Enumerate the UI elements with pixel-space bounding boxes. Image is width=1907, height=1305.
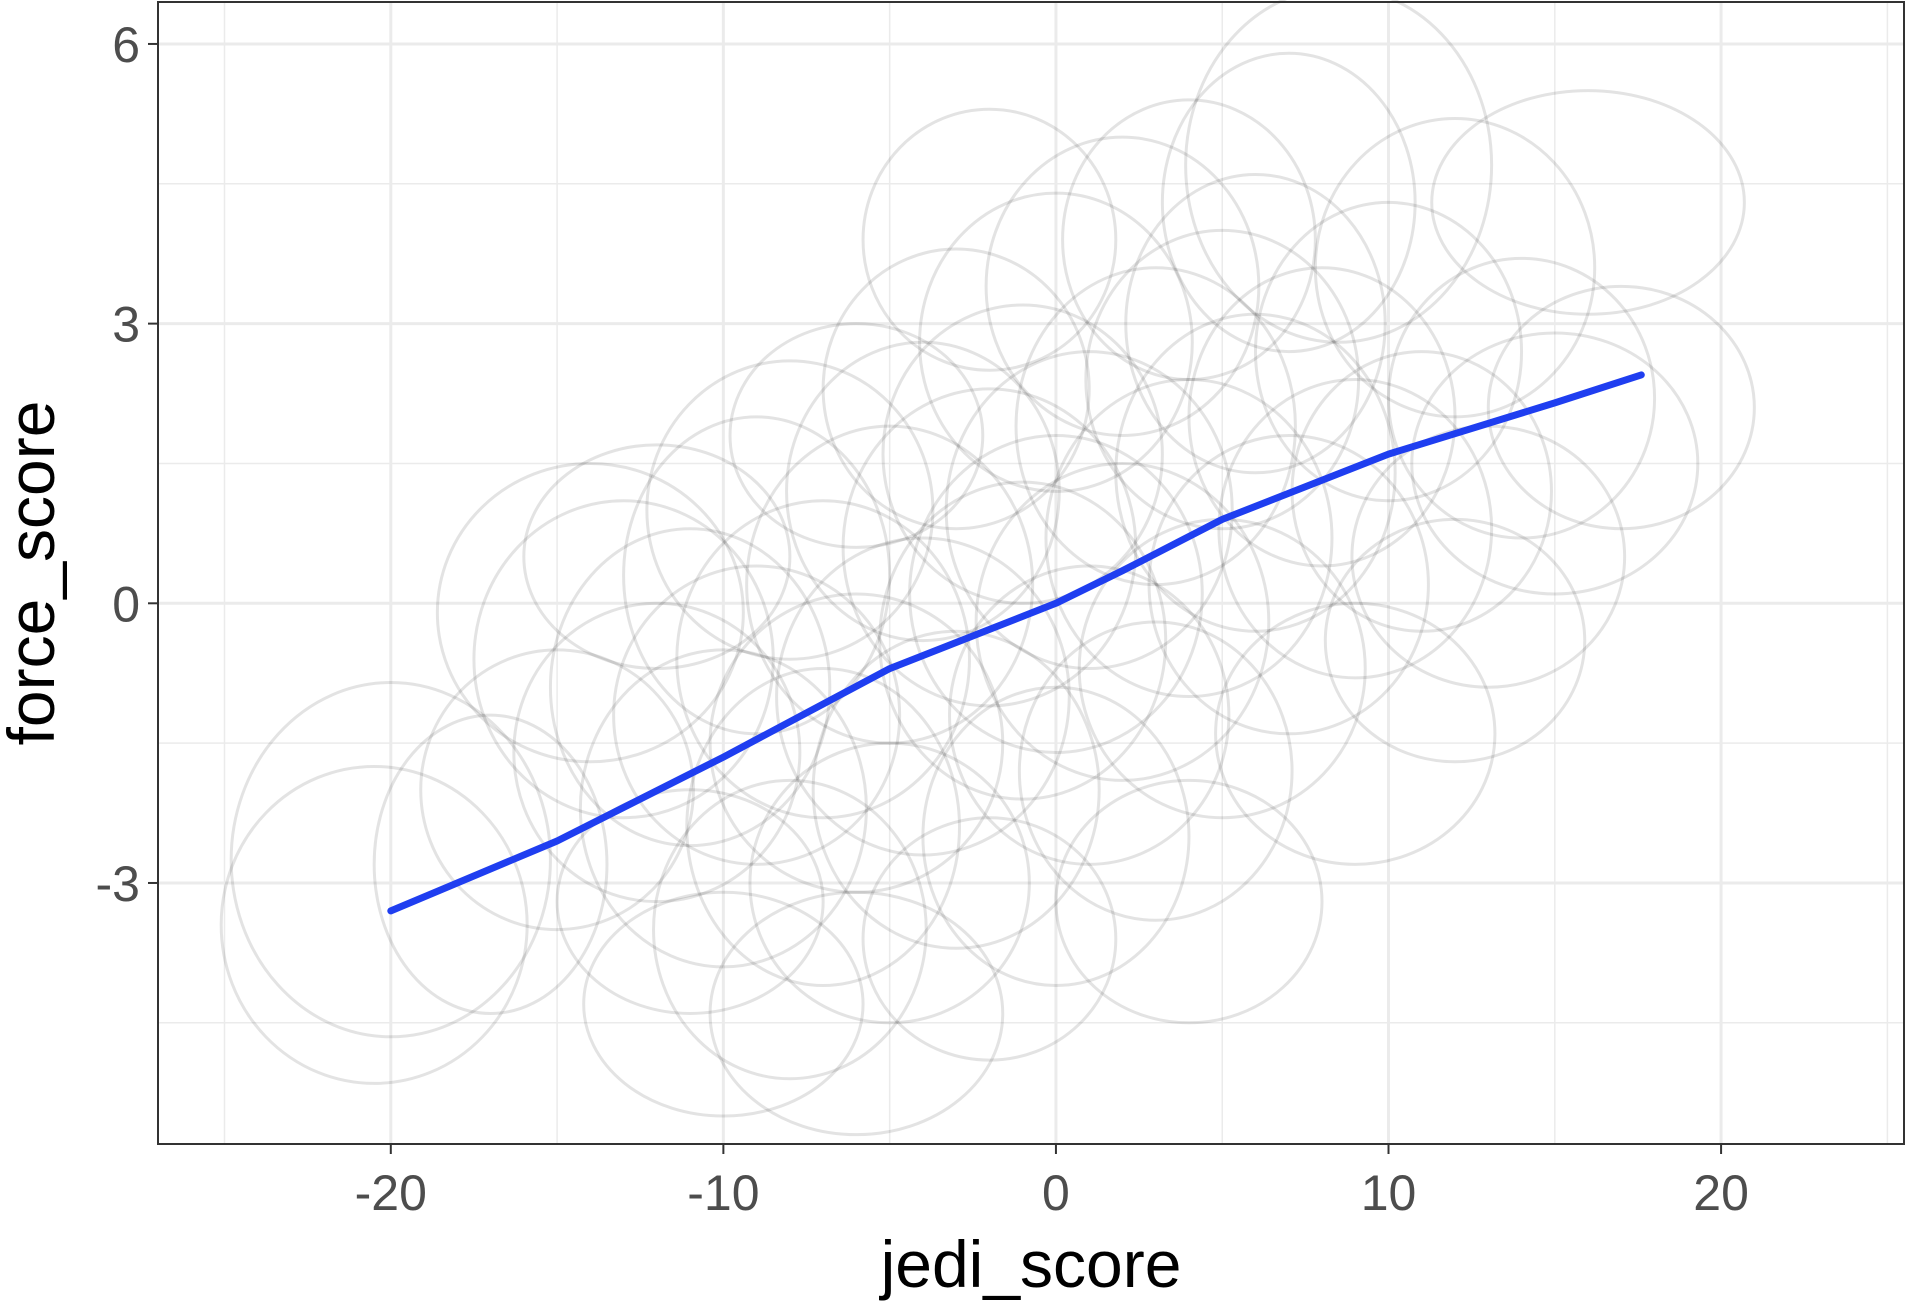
y-tick-label: 0 [112,576,140,632]
data-point [944,350,1234,671]
x-axis-ticks: -20 -10 0 10 20 [355,1144,1749,1221]
data-point [229,681,552,1039]
data-point [612,564,902,866]
x-tick-label: 10 [1361,1165,1417,1221]
data-point [775,536,1071,857]
data-point [908,433,1204,754]
data-point [372,713,609,1015]
data-point [881,303,1164,605]
data-point [984,135,1261,437]
data-point [841,387,1138,708]
data-points [219,0,1756,1137]
data-point [748,741,1031,1025]
data-point [512,601,802,904]
data-point [1410,331,1700,596]
trend-line [387,371,1645,915]
x-tick-label: -20 [355,1165,427,1221]
data-point [555,788,825,1015]
data-point [1217,378,1494,680]
data-point [1160,51,1417,354]
x-tick-label: 0 [1042,1165,1070,1221]
data-point [1323,517,1587,764]
data-point [861,816,1118,1062]
y-tick-label: -3 [96,856,140,912]
data-point [861,107,1118,372]
data-point [948,564,1231,866]
data-point [1430,89,1746,316]
data-point [921,685,1191,988]
data-point [522,443,792,671]
data-point [685,667,961,988]
data-point [1061,98,1317,382]
data-point [582,890,865,1118]
data-point [745,424,1035,745]
data-point [1124,172,1387,475]
x-tick-label: 20 [1693,1165,1749,1221]
data-point [1114,312,1397,633]
x-tick-label: -10 [687,1165,759,1221]
trend-line-group [387,371,1645,915]
data-point [918,191,1194,493]
data-point [708,592,1005,894]
data-point [821,247,1091,531]
x-axis-title: jedi_score [879,1227,1182,1301]
y-tick-label: 6 [112,17,140,73]
data-point [652,778,928,1081]
data-point [472,499,775,820]
data-point [1014,266,1297,587]
data-point [1044,378,1334,699]
data-point [1184,0,1494,344]
data-point [1017,620,1294,922]
data-point [219,764,529,1085]
data-point [1084,228,1361,531]
data-point [1187,266,1457,568]
panel-border [157,1,1905,1145]
y-axis-ticks: -3 0 3 6 [96,17,158,912]
data-point [1214,601,1497,866]
data-point [578,648,868,969]
data-point [1253,200,1524,503]
data-point [435,461,745,764]
minor-gridlines [158,2,1904,1144]
data-point [1387,256,1657,540]
data-point [1313,117,1597,419]
y-tick-label: 3 [112,297,140,353]
data-point [548,527,832,848]
data-point [811,629,1101,950]
data-point [645,359,935,661]
data-point [785,340,1061,643]
data-point [728,322,985,549]
data-point [708,890,1005,1137]
major-gridlines [158,2,1904,1144]
data-point [622,415,892,736]
data-point [419,648,695,932]
data-point [1486,284,1756,531]
y-axis-title: force_score [0,401,68,746]
data-point [675,499,971,820]
data-point [974,461,1271,782]
data-point [1147,433,1430,736]
data-point [878,480,1168,801]
data-point [1054,778,1324,1025]
